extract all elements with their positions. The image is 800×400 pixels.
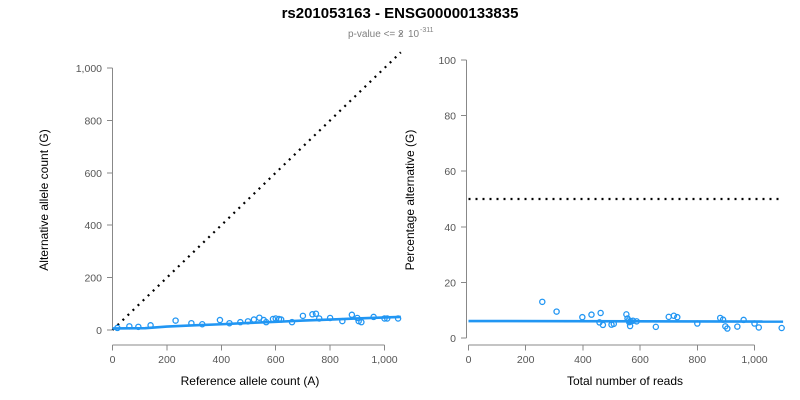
scatter-point xyxy=(633,318,640,325)
left-x-axis-tick-labels: 0 200 400 600 800 1,000 xyxy=(110,354,398,366)
scatter-point xyxy=(610,320,618,328)
scatter-point xyxy=(250,316,258,323)
scatter-point xyxy=(778,324,785,332)
scatter-point xyxy=(751,320,758,327)
left-x-tick-label: 400 xyxy=(213,354,231,366)
scatter-point xyxy=(135,323,142,331)
scatter-point xyxy=(381,315,388,322)
scatter-point xyxy=(309,311,316,318)
chart-percentage-alternative: 100 80 60 40 20 0 Percentage alternative… xyxy=(403,55,785,388)
scatter-point xyxy=(724,325,731,332)
scatter-point xyxy=(652,323,660,331)
scatter-point xyxy=(623,311,630,318)
scatter-point xyxy=(740,316,747,324)
left-x-axis-ticks xyxy=(112,345,385,351)
subtitle-prefix: p-value <= 2 xyxy=(348,29,404,40)
left-x-tick-label: 0 xyxy=(110,354,116,366)
scatter-point xyxy=(114,324,121,332)
scatter-point xyxy=(188,319,195,327)
right-x-axis-title: Total number of reads xyxy=(567,374,683,388)
left-y-tick-label: 200 xyxy=(84,273,102,285)
scatter-point xyxy=(734,323,741,330)
left-y-axis-ticks xyxy=(107,67,113,331)
scatter-point xyxy=(269,315,277,323)
right-y-tick-label: 80 xyxy=(444,111,456,123)
right-x-tick-label: 0 xyxy=(466,354,472,366)
scatter-point xyxy=(719,316,727,323)
scatter-point xyxy=(315,315,323,322)
scatter-point xyxy=(755,324,763,331)
right-x-tick-label: 800 xyxy=(689,354,707,366)
page-title: rs201053163 - ENSG00000133835 xyxy=(282,5,519,22)
scatter-point xyxy=(674,313,681,321)
scatter-point xyxy=(358,318,365,326)
scatter-point xyxy=(326,314,334,322)
scatter-point xyxy=(383,315,391,322)
left-y-axis-tick-labels: 1,000 800 600 400 200 0 xyxy=(76,63,102,337)
left-x-tick-label: 200 xyxy=(158,354,176,366)
scatter-point xyxy=(370,313,377,321)
right-y-tick-label: 60 xyxy=(444,166,456,178)
scatter-point xyxy=(226,319,233,327)
scatter-point xyxy=(147,322,154,329)
scatter-point xyxy=(694,320,701,327)
scatter-point xyxy=(629,317,637,325)
right-y-axis-title: Percentage alternative (G) xyxy=(403,130,417,271)
left-x-tick-label: 1,000 xyxy=(371,354,397,366)
right-x-tick-label: 600 xyxy=(631,354,649,366)
subtitle-base: 10 xyxy=(408,29,420,40)
scatter-point xyxy=(670,312,678,320)
right-x-tick-label: 200 xyxy=(517,354,535,366)
left-y-tick-label: 400 xyxy=(84,220,102,232)
right-y-tick-label: 100 xyxy=(438,55,456,67)
scatter-point xyxy=(262,318,270,326)
left-y-tick-label: 0 xyxy=(96,325,102,337)
right-x-axis-ticks xyxy=(468,345,755,351)
right-y-axis-tick-labels: 100 80 60 40 20 0 xyxy=(438,55,456,345)
scatter-point xyxy=(588,311,595,318)
scatter-point xyxy=(237,318,244,326)
scatter-point xyxy=(539,298,546,306)
left-y-axis-title: Alternative allele count (G) xyxy=(37,129,51,270)
scatter-point xyxy=(126,323,133,330)
subtitle-multiply-symbol: × xyxy=(398,29,404,40)
left-x-tick-label: 800 xyxy=(321,354,339,366)
scatter-point xyxy=(199,320,206,328)
scatter-point xyxy=(339,317,346,325)
left-y-tick-label: 800 xyxy=(84,115,102,127)
right-y-tick-label: 0 xyxy=(450,333,456,345)
chart-allele-counts: 1,000 800 600 400 200 0 Alternative alle… xyxy=(37,51,402,388)
right-x-tick-label: 400 xyxy=(574,354,592,366)
scatter-point xyxy=(244,318,252,325)
scatter-point xyxy=(553,308,560,315)
left-scatter-points xyxy=(114,310,402,332)
left-y-tick-label: 1,000 xyxy=(76,63,102,75)
scatter-point xyxy=(597,309,604,317)
left-y-tick-label: 600 xyxy=(84,168,102,180)
scatter-point xyxy=(599,321,607,329)
scatter-point xyxy=(299,312,307,320)
scatter-point xyxy=(216,316,224,324)
left-x-tick-label: 600 xyxy=(267,354,285,366)
right-y-axis-ticks xyxy=(461,59,467,339)
right-x-axis-tick-labels: 0 200 400 600 800 1,000 xyxy=(466,354,768,366)
right-scatter-points xyxy=(539,298,785,332)
right-y-tick-label: 20 xyxy=(444,277,456,289)
scatter-point xyxy=(288,318,296,326)
scatter-point xyxy=(579,313,586,321)
subtitle-exponent: -311 xyxy=(420,27,434,34)
left-x-axis-title: Reference allele count (A) xyxy=(181,374,320,388)
scatter-point xyxy=(277,316,285,323)
scatter-point xyxy=(312,310,320,318)
scatter-point xyxy=(172,317,179,324)
right-y-tick-label: 40 xyxy=(444,222,456,234)
right-x-tick-label: 1,000 xyxy=(741,354,767,366)
scatter-point xyxy=(394,315,402,322)
scatter-point xyxy=(348,311,356,319)
subtitle: p-value <= 2 × 10 -311 xyxy=(348,27,434,40)
scatter-point xyxy=(354,314,361,322)
